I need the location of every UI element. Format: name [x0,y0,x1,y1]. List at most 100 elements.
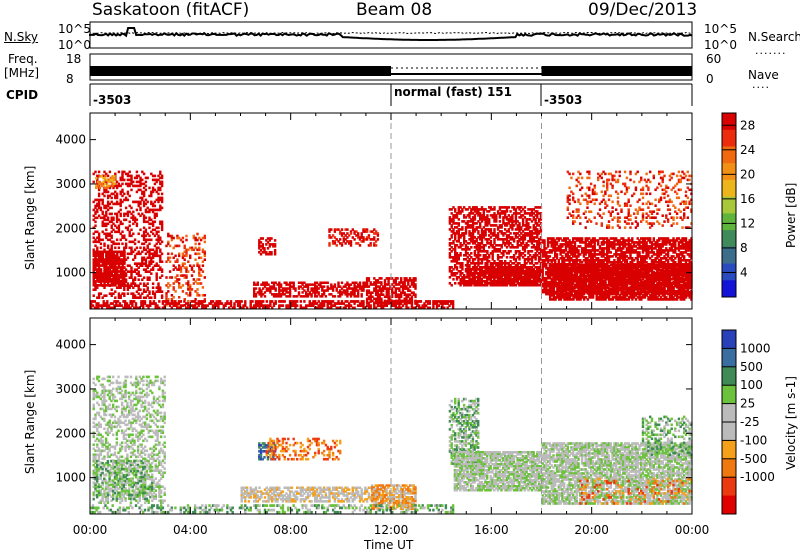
data-cell [119,208,122,212]
data-cell [495,250,498,253]
data-cell [450,212,453,215]
data-cell [153,292,157,295]
data-cell [285,287,288,290]
data-cell [351,281,354,284]
data-cell [125,304,129,307]
data-cell [344,289,347,292]
data-cell [144,230,148,234]
data-cell [403,281,406,284]
data-cell [464,258,468,261]
data-cell [330,306,333,310]
data-cell [159,242,162,246]
data-cell [514,232,518,235]
data-cell [480,242,484,245]
data-cell [396,295,399,299]
data-cell [593,259,596,262]
data-cell [489,224,493,227]
data-cell [144,268,148,271]
data-cell [463,220,466,223]
data-cell [130,246,133,250]
data-cell [97,266,101,269]
data-cell [520,210,523,213]
data-cell [464,270,468,273]
data-cell [263,304,267,307]
data-cell [110,218,113,222]
data-cell [181,262,185,265]
data-cell [385,289,388,292]
data-cell [134,306,138,310]
data-cell [484,228,487,231]
data-cell [507,280,510,283]
data-cell [160,294,164,297]
data-cell [176,303,179,307]
data-cell [174,304,177,307]
data-cell [159,172,162,176]
data-cell [464,216,468,219]
data-cell [514,212,518,215]
data-cell [155,180,158,184]
data-cell [192,270,195,273]
data-cell [380,287,383,290]
data-cell [340,287,344,290]
data-cell [597,257,600,260]
data-cell [174,244,177,248]
data-cell [484,238,487,241]
data-cell [532,226,535,229]
data-cell [148,278,151,281]
data-cell [516,282,519,285]
data-cell [534,254,537,257]
data-cell [181,256,185,260]
data-cell [537,238,541,241]
data-cell [564,243,568,246]
data-cell [477,226,480,229]
data-cell [589,241,593,244]
data-cell [108,276,112,279]
data-cell [496,280,500,283]
data-cell [126,212,130,216]
data-cell [119,232,122,236]
data-cell [150,268,153,271]
data-cell [94,286,97,289]
data-cell [452,232,455,235]
data-cell [110,258,113,261]
data-cell [477,242,480,245]
data-cell [139,176,142,180]
data-cell [591,253,595,256]
data-cell [96,210,99,214]
data-cell [448,282,452,285]
data-cell [348,293,351,296]
data-cell [112,262,115,265]
data-cell [258,243,261,246]
data-cell [130,292,133,295]
data-cell [473,246,477,249]
data-cell [527,256,530,259]
data-cell [408,277,412,280]
data-cell [620,255,623,258]
data-cell [496,256,500,259]
data-cell [457,262,460,265]
data-cell [288,293,292,296]
data-cell [123,262,126,265]
data-cell [181,284,185,287]
data-cell [373,283,376,286]
data-cell [168,302,172,305]
data-cell [364,230,367,233]
data-cell [525,280,528,283]
data-cell [274,281,277,284]
data-cell [545,280,548,284]
data-cell [97,234,101,238]
data-cell [159,186,162,190]
data-cell [176,302,179,305]
data-cell [321,289,324,292]
data-cell [604,290,607,294]
data-cell [459,246,462,249]
data-cell [586,257,589,260]
data-cell [529,218,532,221]
data-cell [312,283,315,286]
data-cell [486,268,489,271]
data-cell [112,270,115,273]
data-cell [613,259,616,262]
data-cell [150,192,153,196]
data-cell [473,262,477,265]
data-cell [618,257,621,260]
